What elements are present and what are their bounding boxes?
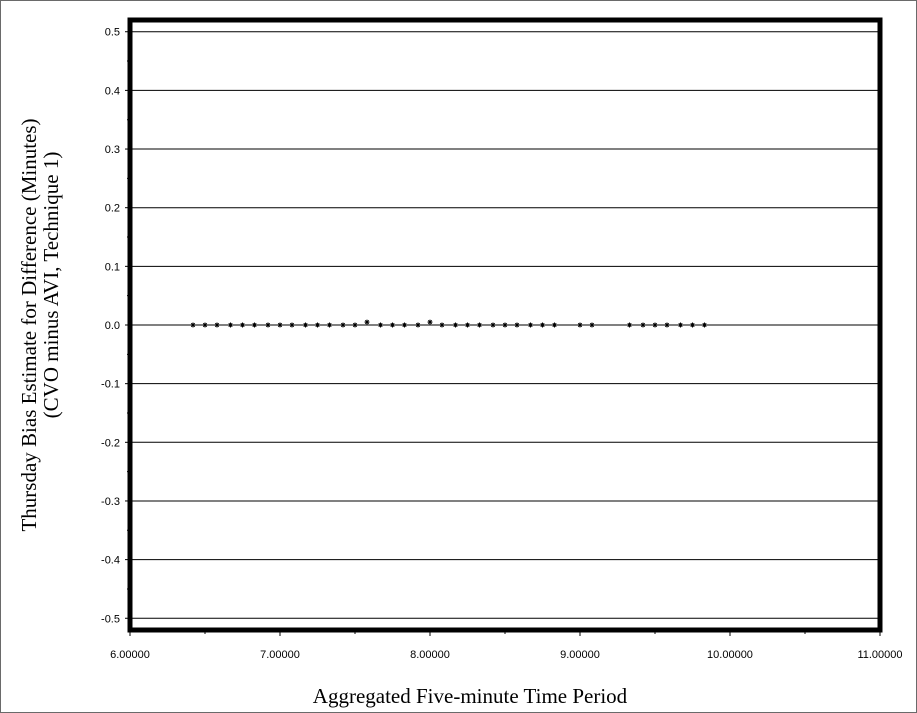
data-point bbox=[690, 322, 695, 328]
data-point bbox=[702, 322, 707, 328]
data-point bbox=[415, 322, 421, 328]
data-point bbox=[214, 322, 220, 328]
data-point bbox=[390, 322, 395, 328]
data-point bbox=[502, 322, 508, 328]
data-point bbox=[315, 322, 320, 328]
y-tick-label: -0.1 bbox=[101, 379, 120, 391]
x-axis-title: Aggregated Five-minute Time Period bbox=[313, 684, 628, 708]
data-point bbox=[303, 322, 308, 328]
data-point bbox=[490, 322, 496, 328]
data-point bbox=[528, 322, 533, 328]
data-point bbox=[640, 322, 646, 328]
x-axis-ticks: 6.00000 7.00000 8.00000 9.00000 10.00000 11.0… bbox=[110, 630, 903, 661]
data-point bbox=[552, 322, 557, 328]
y-tick-label: 0.3 bbox=[105, 144, 120, 156]
data-point bbox=[327, 322, 332, 328]
data-point bbox=[477, 322, 482, 328]
data-point bbox=[627, 322, 632, 328]
data-point bbox=[514, 322, 520, 328]
y-tick-label: -0.5 bbox=[101, 613, 120, 625]
y-tick-label: 0.2 bbox=[105, 203, 120, 215]
y-axis-ticks: 0.5 0.4 0.3 0.2 0.1 0.0 -0.1 -0.2 -0.3 -0.4 -0.5 bbox=[101, 27, 130, 625]
data-point bbox=[352, 322, 358, 328]
x-tick-label: 11.00000 bbox=[857, 649, 902, 661]
data-point bbox=[652, 322, 658, 328]
data-point bbox=[589, 322, 595, 328]
data-point bbox=[240, 322, 245, 328]
x-tick-label: 7.00000 bbox=[260, 649, 300, 661]
y-tick-label: 0.4 bbox=[105, 85, 120, 97]
data-point bbox=[540, 322, 545, 328]
data-point bbox=[678, 322, 683, 328]
data-point bbox=[277, 322, 283, 328]
data-point bbox=[577, 322, 583, 328]
data-points bbox=[190, 319, 707, 328]
y-tick-label: -0.4 bbox=[101, 555, 120, 567]
gridlines bbox=[130, 31, 880, 619]
y-tick-label: 0.5 bbox=[105, 27, 120, 39]
y-axis-title-line-2: (CVO minus AVI, Technique 1) bbox=[39, 152, 63, 419]
x-tick-label: 10.00000 bbox=[707, 649, 753, 661]
data-point bbox=[427, 319, 433, 325]
data-point bbox=[664, 322, 670, 328]
data-point bbox=[378, 322, 383, 328]
data-point bbox=[228, 322, 233, 328]
data-point bbox=[340, 322, 346, 328]
y-axis-title-line-1: Thursday Bias Estimate for Difference (M… bbox=[17, 118, 41, 531]
data-point bbox=[439, 322, 445, 328]
data-point bbox=[289, 322, 295, 328]
data-point bbox=[252, 322, 257, 328]
plot-frame bbox=[127, 17, 883, 633]
data-point bbox=[453, 322, 458, 328]
data-point bbox=[465, 322, 470, 328]
x-tick-label: 9.00000 bbox=[560, 649, 600, 661]
y-tick-label: -0.2 bbox=[101, 437, 120, 449]
data-point bbox=[402, 322, 407, 328]
x-tick-label: 6.00000 bbox=[110, 649, 150, 661]
y-tick-label: 0.1 bbox=[105, 261, 120, 273]
data-point bbox=[202, 322, 208, 328]
y-tick-label: -0.3 bbox=[101, 496, 120, 508]
data-point bbox=[190, 322, 196, 328]
x-tick-label: 8.00000 bbox=[410, 649, 450, 661]
data-point bbox=[364, 319, 370, 325]
y-tick-label: 0.0 bbox=[105, 320, 120, 332]
data-point bbox=[265, 322, 271, 328]
